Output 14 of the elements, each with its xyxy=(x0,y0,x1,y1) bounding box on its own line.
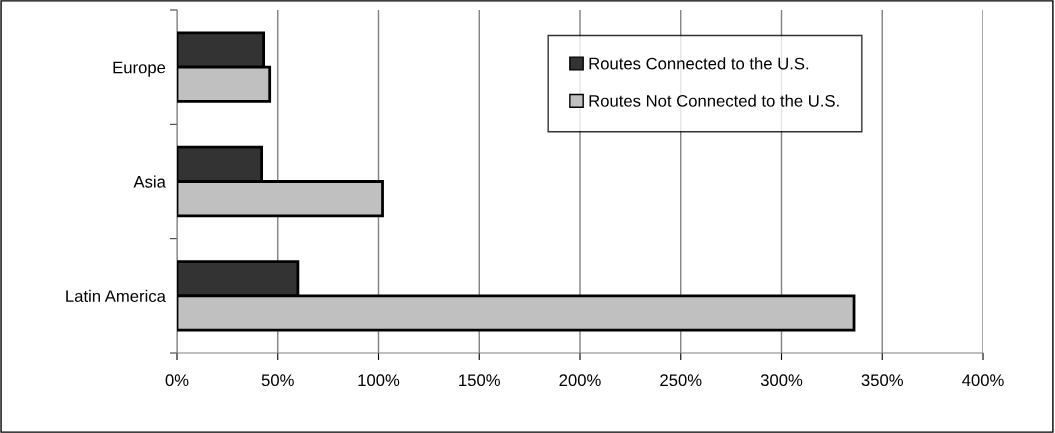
y-tick-label: Latin America xyxy=(66,289,166,303)
x-tick-label: 350% xyxy=(861,374,903,387)
x-tick-label: 0% xyxy=(165,374,189,387)
x-tick-label: 50% xyxy=(261,374,294,387)
x-tick-label: 300% xyxy=(760,374,803,387)
x-tick-label: 250% xyxy=(660,374,702,387)
legend-label: Routes Not Connected to the U.S. xyxy=(589,94,839,107)
y-tick-label: Europe xyxy=(113,61,166,77)
x-tick-label: 150% xyxy=(459,374,500,387)
legend-label: Routes Connected to the U.S. xyxy=(589,57,809,70)
y-tick-label: Asia xyxy=(133,175,166,188)
x-tick-label: 200% xyxy=(559,374,601,387)
x-tick-label: 100% xyxy=(358,374,400,387)
x-tick-label: 400% xyxy=(962,374,1004,387)
